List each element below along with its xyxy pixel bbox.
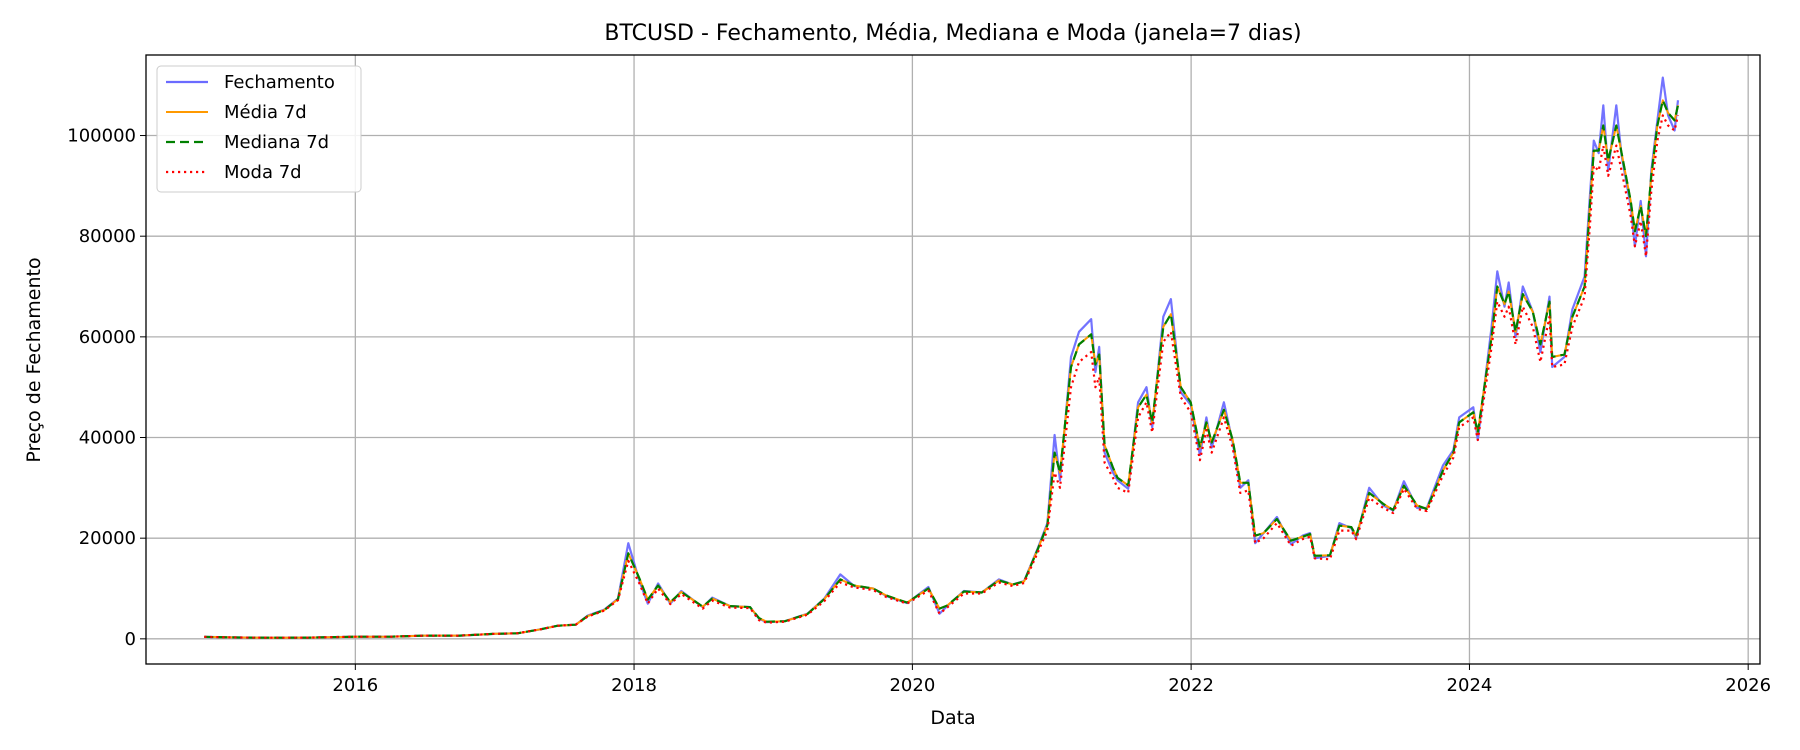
legend-label-2: Mediana 7d <box>224 132 329 153</box>
y-tick-label: 60000 <box>79 327 136 348</box>
y-tick-label: 0 <box>125 629 136 650</box>
y-tick-label: 100000 <box>67 126 136 147</box>
series <box>204 76 1680 639</box>
legend-box <box>156 65 362 193</box>
y-ticks: 0 20000 40000 60000 80000 100000 <box>67 126 146 650</box>
grid <box>146 55 1760 664</box>
x-tick-label: 2024 <box>1447 675 1493 696</box>
y-tick-label: 80000 <box>79 226 136 247</box>
x-axis-label: Data <box>930 707 975 729</box>
series-line-2 <box>204 99 1680 639</box>
y-tick-label: 40000 <box>79 428 136 449</box>
y-tick-label: 20000 <box>79 528 136 549</box>
legend-label-3: Moda 7d <box>224 162 302 183</box>
x-tick-label: 2022 <box>1168 675 1214 696</box>
plot-frame <box>145 54 1761 665</box>
legend-label-0: Fechamento <box>224 72 335 93</box>
x-ticks: 2016 2018 2020 2022 2024 2026 <box>332 664 1771 696</box>
x-tick-label: 2020 <box>889 675 935 696</box>
chart-title: BTCUSD - Fechamento, Média, Mediana e Mo… <box>604 21 1301 46</box>
x-tick-label: 2018 <box>611 675 657 696</box>
series-line-3 <box>204 114 1680 639</box>
legend-label-1: Média 7d <box>224 102 307 123</box>
x-tick-label: 2016 <box>332 675 378 696</box>
legend: Fechamento Média 7d Mediana 7d Moda 7d <box>156 65 362 193</box>
y-axis-label: Preço de Fechamento <box>23 257 45 462</box>
x-tick-label: 2026 <box>1725 675 1771 696</box>
